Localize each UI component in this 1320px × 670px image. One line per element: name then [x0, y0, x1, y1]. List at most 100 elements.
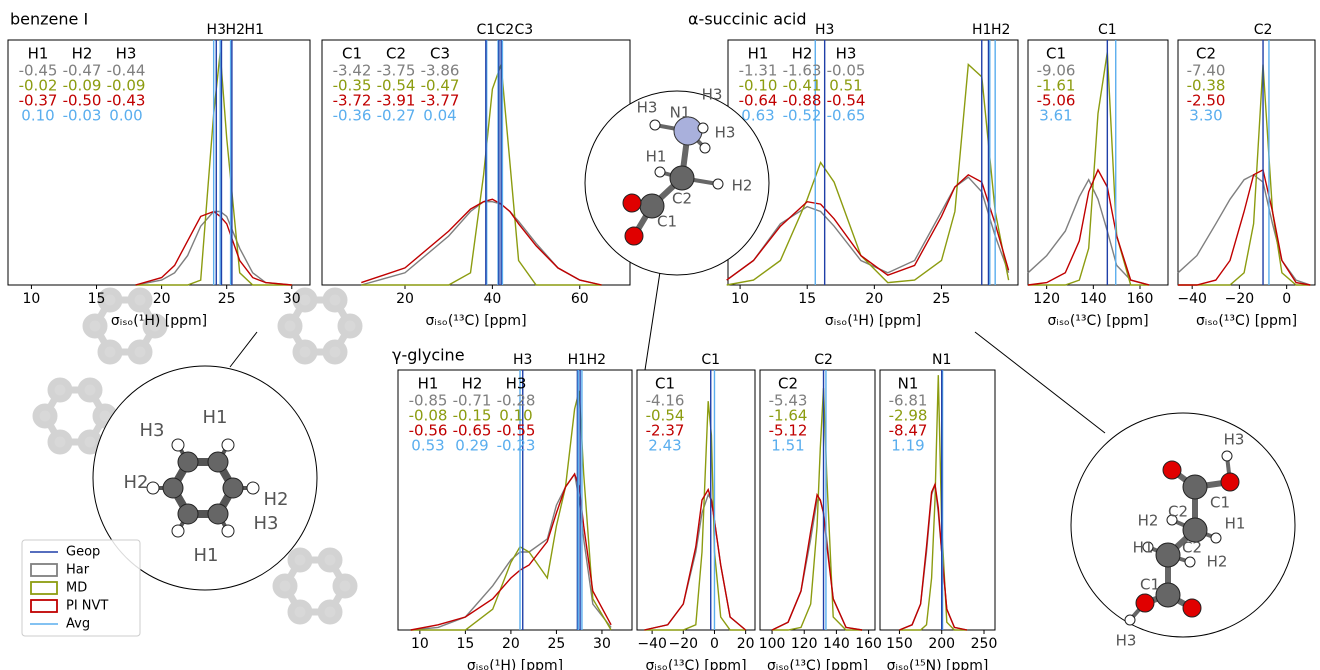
- marker-label: H2: [991, 22, 1010, 38]
- stats-value: -0.64: [739, 92, 778, 110]
- atom-label: H3: [140, 420, 165, 441]
- stats-value: -0.50: [63, 92, 102, 110]
- x-tick-label: 30: [283, 291, 301, 307]
- stats-header: C1: [342, 45, 362, 63]
- stats-value: -0.09: [63, 77, 102, 95]
- x-tick-label: 10: [411, 636, 429, 652]
- marker-label: H1: [568, 352, 587, 368]
- stats-value: -0.56: [409, 422, 448, 440]
- stats-value: -5.12: [769, 422, 808, 440]
- x-tick-label: 10: [731, 291, 749, 307]
- x-tick-label: 150: [886, 636, 913, 652]
- marker-label: C2: [814, 352, 833, 368]
- x-tick-label: −20: [1225, 291, 1255, 307]
- x-axis-label: σᵢₛₒ(¹H) [ppm]: [111, 313, 207, 329]
- x-tick-label: 160: [1127, 291, 1154, 307]
- stats-value: -0.71: [453, 392, 492, 410]
- stats-value: -1.64: [769, 407, 808, 425]
- stats-value: -0.41: [783, 77, 822, 95]
- x-tick-label: −20: [669, 636, 699, 652]
- stats-header: N1: [898, 375, 919, 393]
- stats-value: 0.29: [455, 437, 488, 455]
- x-tick-label: 15: [798, 291, 816, 307]
- legend-label: Har: [66, 563, 90, 578]
- stats-value: -0.47: [421, 77, 460, 95]
- stats-value: -1.31: [739, 62, 778, 80]
- x-tick-label: 15: [88, 291, 106, 307]
- stats-header: H3: [116, 45, 137, 63]
- atom-label: H3: [715, 124, 736, 142]
- stats-value: -0.27: [377, 107, 416, 125]
- x-tick-label: 140: [1080, 291, 1107, 307]
- stats-value: -0.38: [1187, 77, 1226, 95]
- legend-label: MD: [66, 581, 87, 596]
- stats-value: 0.00: [109, 107, 142, 125]
- atom-label: H1: [646, 148, 667, 166]
- stats-header: H3: [836, 45, 857, 63]
- x-tick-label: 140: [823, 636, 850, 652]
- atom-label: C1: [1210, 494, 1230, 512]
- stats-header: H2: [792, 45, 813, 63]
- stats-value: 3.30: [1189, 107, 1222, 125]
- stats-value: -0.54: [827, 92, 866, 110]
- atom-label: H2: [124, 472, 149, 493]
- x-tick-label: 0: [710, 636, 719, 652]
- distribution-curve: [772, 388, 863, 631]
- stats-header: H1: [748, 45, 769, 63]
- atom-label: H3: [1224, 431, 1245, 449]
- stats-value: -6.81: [889, 392, 928, 410]
- x-tick-label: 0: [1282, 291, 1291, 307]
- marker-label: C1: [701, 352, 720, 368]
- stats-value: -0.37: [19, 92, 58, 110]
- marker-label: C2: [1254, 22, 1273, 38]
- stats-header: H3: [506, 375, 527, 393]
- stats-value: -3.75: [377, 62, 416, 80]
- stats-value: -0.28: [497, 392, 536, 410]
- legend-key: [30, 563, 58, 577]
- x-tick-label: 120: [1033, 291, 1060, 307]
- stats-value: -0.47: [63, 62, 102, 80]
- stats-header: C2: [386, 45, 406, 63]
- x-tick-label: 25: [933, 291, 951, 307]
- stats-value: 1.51: [771, 437, 804, 455]
- stats-value: -3.91: [377, 92, 416, 110]
- distribution-curve: [726, 173, 1010, 281]
- stats-value: -5.43: [769, 392, 808, 410]
- panel-frame: [1177, 39, 1316, 286]
- stats-value: -0.08: [409, 407, 448, 425]
- stats-value: -1.61: [1037, 77, 1076, 95]
- panel-frame: [1027, 39, 1169, 286]
- stats-value: -0.02: [19, 77, 58, 95]
- x-axis-label: σᵢₛₒ(¹³C) [ppm]: [767, 658, 868, 670]
- x-tick-label: 200: [928, 636, 955, 652]
- distribution-curve: [771, 492, 863, 631]
- stats-value: 0.04: [423, 107, 456, 125]
- stats-value: 0.63: [741, 107, 774, 125]
- legend-label: Avg: [66, 617, 90, 632]
- distribution-curve: [1178, 168, 1311, 286]
- panel-frame: [7, 39, 311, 286]
- panel-frame: [321, 39, 631, 286]
- atom-label: C1: [1140, 576, 1160, 594]
- atom-label: H3: [637, 99, 658, 117]
- marker-label: H3: [513, 352, 532, 368]
- legend-label: Geop: [66, 545, 100, 560]
- stats-value: 3.61: [1039, 107, 1072, 125]
- atom-label: H3: [702, 86, 723, 104]
- stats-header: H1: [28, 45, 49, 63]
- stats-value: -0.15: [453, 407, 492, 425]
- stats-value: -0.65: [453, 422, 492, 440]
- stats-value: -0.85: [409, 392, 448, 410]
- marker-label: H3: [815, 22, 834, 38]
- stats-value: -3.77: [421, 92, 460, 110]
- marker-label: C1: [476, 22, 495, 38]
- distribution-curve: [644, 487, 747, 631]
- distribution-curve: [1178, 64, 1311, 286]
- x-tick-label: −40: [637, 636, 667, 652]
- stats-value: -2.50: [1187, 92, 1226, 110]
- atom-label: H2: [732, 177, 753, 195]
